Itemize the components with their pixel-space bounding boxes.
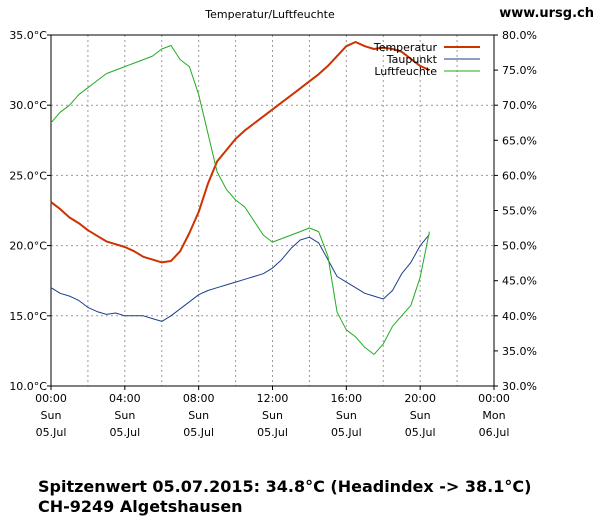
x-tick-label: 05.Jul [405,426,436,439]
x-tick-label: 16:00 [330,392,362,405]
x-tick-label: Sun [114,409,135,422]
y-right-tick-label: 65.0% [502,134,537,147]
y-left-tick-label: 20.0°C [9,240,47,253]
legend-label: Luftfeuchte [374,65,437,78]
y-right-tick-label: 70.0% [502,99,537,112]
x-tick-label: 05.Jul [109,426,140,439]
site-url: www.ursg.ch [499,6,594,21]
grid [51,35,494,386]
x-tick-label: 00:00 [35,392,67,405]
y-left-tick-label: 35.0°C [9,29,47,42]
peak-value-text: Spitzenwert 05.07.2015: 34.8°C (Headinde… [38,477,532,496]
y-right-tick-label: 40.0% [502,310,537,323]
x-tick-label: 05.Jul [257,426,288,439]
x-tick-label: 20:00 [404,392,436,405]
x-tick-label: 08:00 [183,392,215,405]
x-tick-label: Mon [482,409,505,422]
x-tick-label: Sun [262,409,283,422]
x-tick-label: 04:00 [109,392,141,405]
series-layer [50,41,430,355]
y-left-tick-label: 10.0°C [9,380,47,393]
y-right-tick-label: 55.0% [502,205,537,218]
legend-label: Taupunkt [386,53,438,66]
series-line-temperatur [50,41,430,264]
x-tick-label: 05.Jul [183,426,214,439]
y-right-tick-label: 45.0% [502,275,537,288]
x-tick-label: Sun [410,409,431,422]
axis-labels: 10.0°C 15.0°C 20.0°C 25.0°C 30.0°C 35.0°C 30.0… [9,29,537,439]
location-text: CH-9249 Algetshausen [38,497,243,516]
legend-label: Temperatur [373,41,438,54]
y-right-tick-label: 80.0% [502,29,537,42]
x-tick-label: Sun [188,409,209,422]
x-tick-label: Sun [336,409,357,422]
y-right-tick-label: 50.0% [502,240,537,253]
y-left-tick-label: 30.0°C [9,99,47,112]
x-tick-label: 12:00 [257,392,289,405]
x-tick-label: Sun [41,409,62,422]
x-tick-label: 00:00 [478,392,510,405]
x-tick-label: 05.Jul [331,426,362,439]
y-right-tick-label: 60.0% [502,169,537,182]
y-right-tick-label: 75.0% [502,64,537,77]
x-tick-label: 05.Jul [36,426,67,439]
y-left-tick-label: 15.0°C [9,310,47,323]
y-left-tick-label: 25.0°C [9,169,47,182]
series-line-taupunkt [50,234,430,322]
x-tick-label: 06.Jul [479,426,510,439]
y-right-tick-label: 30.0% [502,380,537,393]
series-line-luftfeuchte [50,45,430,355]
chart-title: Temperatur/Luftfeuchte [204,8,335,21]
y-right-tick-label: 35.0% [502,345,537,358]
